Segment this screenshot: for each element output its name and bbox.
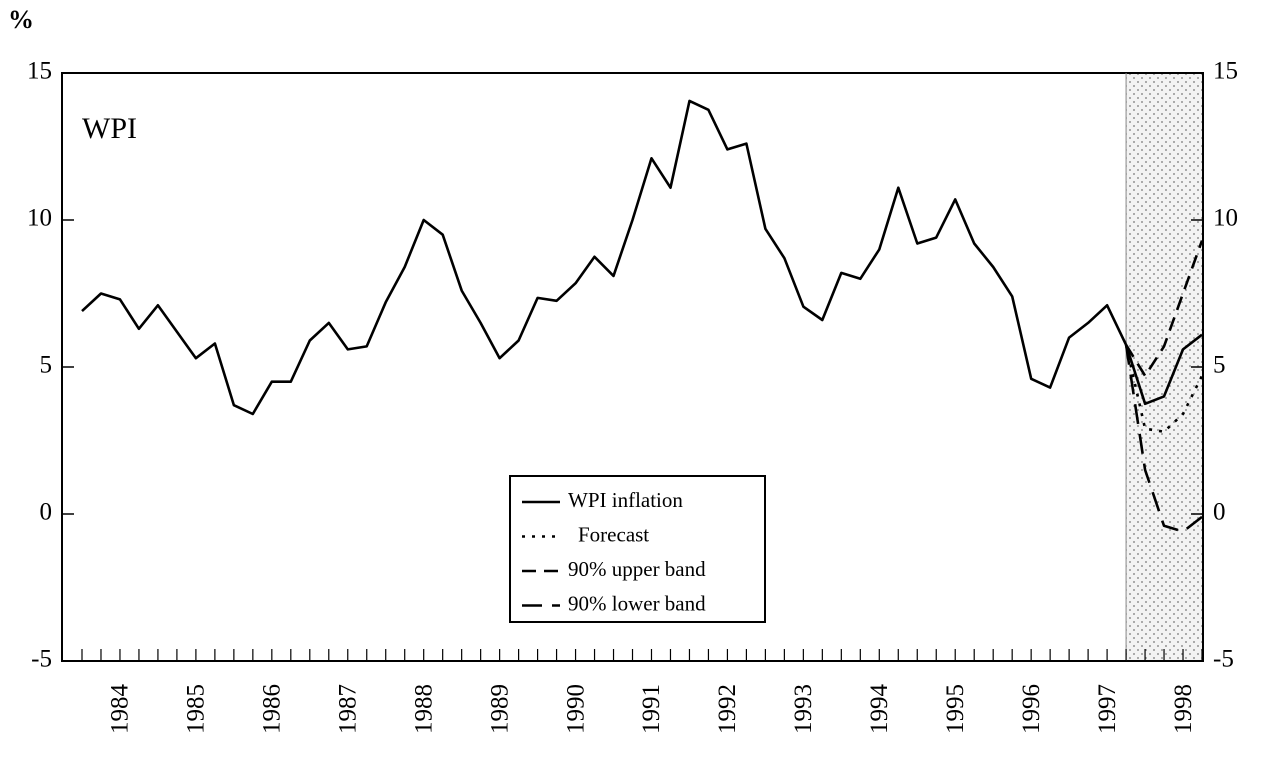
x-tick-label: 1992 [714, 684, 741, 734]
y2-tick-label: -5 [1213, 646, 1234, 673]
y2-tick-label: 15 [1213, 58, 1238, 85]
y-tick-label: 5 [40, 352, 53, 379]
x-tick-label: 1986 [259, 684, 286, 734]
y-tick-label: 10 [27, 205, 52, 232]
x-tick-label: 1994 [866, 684, 893, 735]
legend-box [509, 475, 766, 623]
y2-tick-label: 5 [1213, 352, 1226, 379]
x-tick-label: 1993 [790, 684, 817, 734]
x-tick-label: 1995 [942, 684, 969, 734]
x-tick-label: 1989 [486, 684, 513, 734]
x-tick-label: 1996 [1018, 684, 1045, 734]
y2-tick-label: 10 [1213, 205, 1238, 232]
series-line [81, 99, 1203, 416]
x-tick-label: 1985 [183, 684, 210, 734]
x-tick-label: 1988 [410, 684, 437, 734]
x-tick-label: 1987 [334, 684, 361, 734]
y-tick-label: -5 [31, 646, 52, 673]
series-line [1124, 240, 1204, 378]
x-tick-label: 1998 [1170, 684, 1197, 734]
legend-label: WPI inflation [568, 488, 683, 512]
x-tick-label: 1990 [562, 684, 589, 734]
legend-label: 90% lower band [568, 591, 706, 615]
series-line [1124, 344, 1203, 533]
y-tick-label: 0 [40, 499, 53, 526]
legend-label: 90% upper band [568, 557, 706, 581]
y-tick-label: 15 [27, 58, 52, 85]
chart-annotation: WPI [82, 112, 137, 145]
legend-label: Forecast [578, 522, 649, 546]
x-tick-label: 1997 [1094, 684, 1121, 734]
x-tick-label: 1984 [107, 684, 134, 735]
y2-tick-label: 0 [1213, 499, 1226, 526]
y-axis-unit: % [8, 5, 34, 34]
x-tick-label: 1991 [638, 684, 665, 734]
